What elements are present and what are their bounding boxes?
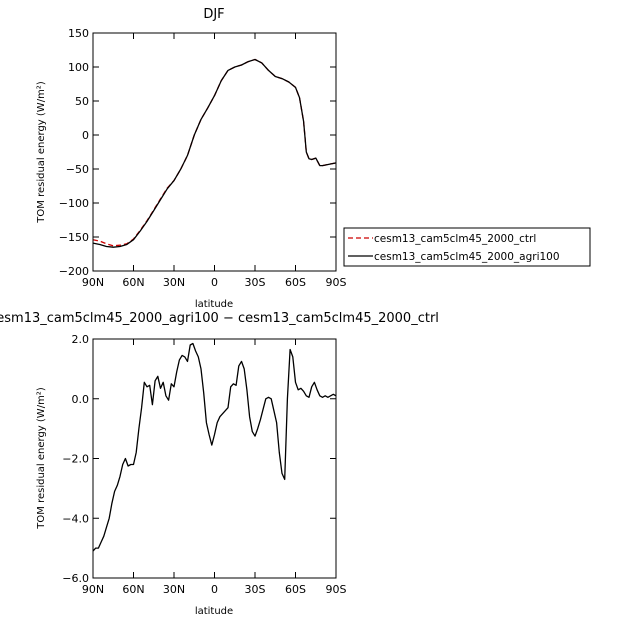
bottom-x-axis-label: latitude <box>195 606 233 617</box>
legend-box <box>343 227 591 267</box>
top-plot-area: −200 −150 −100 −50 0 50 100 150 90N 60N 30N 0 30S 60S… <box>59 27 347 289</box>
top-y-tick-label: −200 <box>59 265 89 278</box>
bottom-y-tick-label: −2.0 <box>62 453 89 466</box>
bottom-series-line-0 <box>92 342 337 552</box>
bottom-plot-frame <box>92 338 337 579</box>
top-chart-title: DJF <box>203 7 224 22</box>
top-series-line-1 <box>92 58 337 248</box>
top-x-tick-label: 60N <box>122 276 144 289</box>
bottom-x-tick-label: 60S <box>285 583 306 596</box>
bottom-x-tick-label: 60N <box>122 583 144 596</box>
legend-entry-ctrl: cesm13_cam5clm45_2000_ctrl <box>374 233 536 245</box>
top-x-tick-label: 30S <box>245 276 266 289</box>
bottom-x-tick-label: 90S <box>326 583 347 596</box>
legend-entry-agri100: cesm13_cam5clm45_2000_agri100 <box>374 251 560 263</box>
top-x-axis-label: latitude <box>195 299 233 310</box>
top-y-tick-label: 150 <box>68 27 89 40</box>
top-x-tick-label: 30N <box>163 276 185 289</box>
top-y-tick-label: −100 <box>59 197 89 210</box>
bottom-x-tick-label: 90N <box>82 583 104 596</box>
bottom-y-tick-label: 0.0 <box>72 393 90 406</box>
top-y-tick-label: −150 <box>59 231 89 244</box>
top-y-tick-label: −50 <box>66 163 89 176</box>
top-x-tick-label: 60S <box>285 276 306 289</box>
top-y-tick-label: 0 <box>82 129 89 142</box>
top-series-line-0 <box>92 58 337 247</box>
bottom-plot-area: −6.0 −4.0 −2.0 0.0 2.0 90N 60N 30N 0 30S 60S 90S <box>62 333 346 596</box>
top-x-tick-label: 90N <box>82 276 104 289</box>
top-plot-frame <box>92 32 337 272</box>
bottom-x-tick-label: 30S <box>245 583 266 596</box>
top-y-tick-label: 50 <box>75 95 89 108</box>
bottom-x-tick-label: 0 <box>211 583 218 596</box>
bottom-y-tick-label: 2.0 <box>72 333 90 346</box>
bottom-chart-title: cesm13_cam5clm45_2000_agri100 − cesm13_c… <box>0 311 439 326</box>
bottom-chart: cesm13_cam5clm45_2000_agri100 − cesm13_c… <box>0 311 439 617</box>
bottom-y-axis-label: TOM residual energy (W/m²) <box>36 387 47 530</box>
bottom-y-tick-label: −6.0 <box>62 572 89 585</box>
top-y-axis-label: TOM residual energy (W/m²) <box>36 81 47 224</box>
legend: cesm13_cam5clm45_2000_ctrl cesm13_cam5cl… <box>343 227 591 267</box>
bottom-y-tick-label: −4.0 <box>62 512 89 525</box>
top-chart: DJF −200 −150 −100 −50 0 50 100 150 90N 60N 30N 0 30… <box>36 7 591 310</box>
bottom-x-tick-label: 30N <box>163 583 185 596</box>
top-x-tick-label: 0 <box>211 276 218 289</box>
top-y-tick-label: 100 <box>68 61 89 74</box>
top-x-tick-label: 90S <box>326 276 347 289</box>
